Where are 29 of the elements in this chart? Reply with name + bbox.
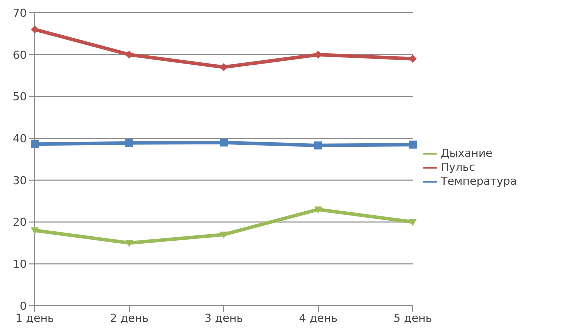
point <box>314 206 322 214</box>
x-tick-label: 4 день <box>299 312 338 325</box>
legend-label: Температура <box>441 175 518 188</box>
x-tick-label: 2 день <box>110 312 149 325</box>
point <box>409 140 417 149</box>
x-tick-label: 1 день <box>16 312 54 325</box>
y-tick-label: 20 <box>13 216 27 230</box>
legend-label: Дыхание <box>441 147 493 160</box>
y-tick-label: 70 <box>13 6 27 20</box>
point <box>314 142 322 150</box>
point <box>220 232 228 239</box>
point <box>31 228 39 235</box>
point <box>31 26 39 34</box>
point <box>31 140 39 148</box>
point <box>126 50 134 59</box>
point <box>409 219 417 226</box>
point <box>220 138 228 147</box>
y-tick-label: 40 <box>13 132 27 146</box>
y-tick-label: 0 <box>20 300 27 313</box>
y-tick-label: 60 <box>13 48 27 62</box>
x-tick-label: 5 день <box>394 312 432 325</box>
y-tick-label: 30 <box>13 174 27 188</box>
y-tick-label: 10 <box>13 258 27 272</box>
y-tick-label: 50 <box>13 90 27 104</box>
x-tick-label: 3 день <box>204 312 244 325</box>
point <box>126 139 134 148</box>
legend-label: Пульс <box>441 161 476 174</box>
point <box>220 63 228 72</box>
point <box>126 240 134 248</box>
